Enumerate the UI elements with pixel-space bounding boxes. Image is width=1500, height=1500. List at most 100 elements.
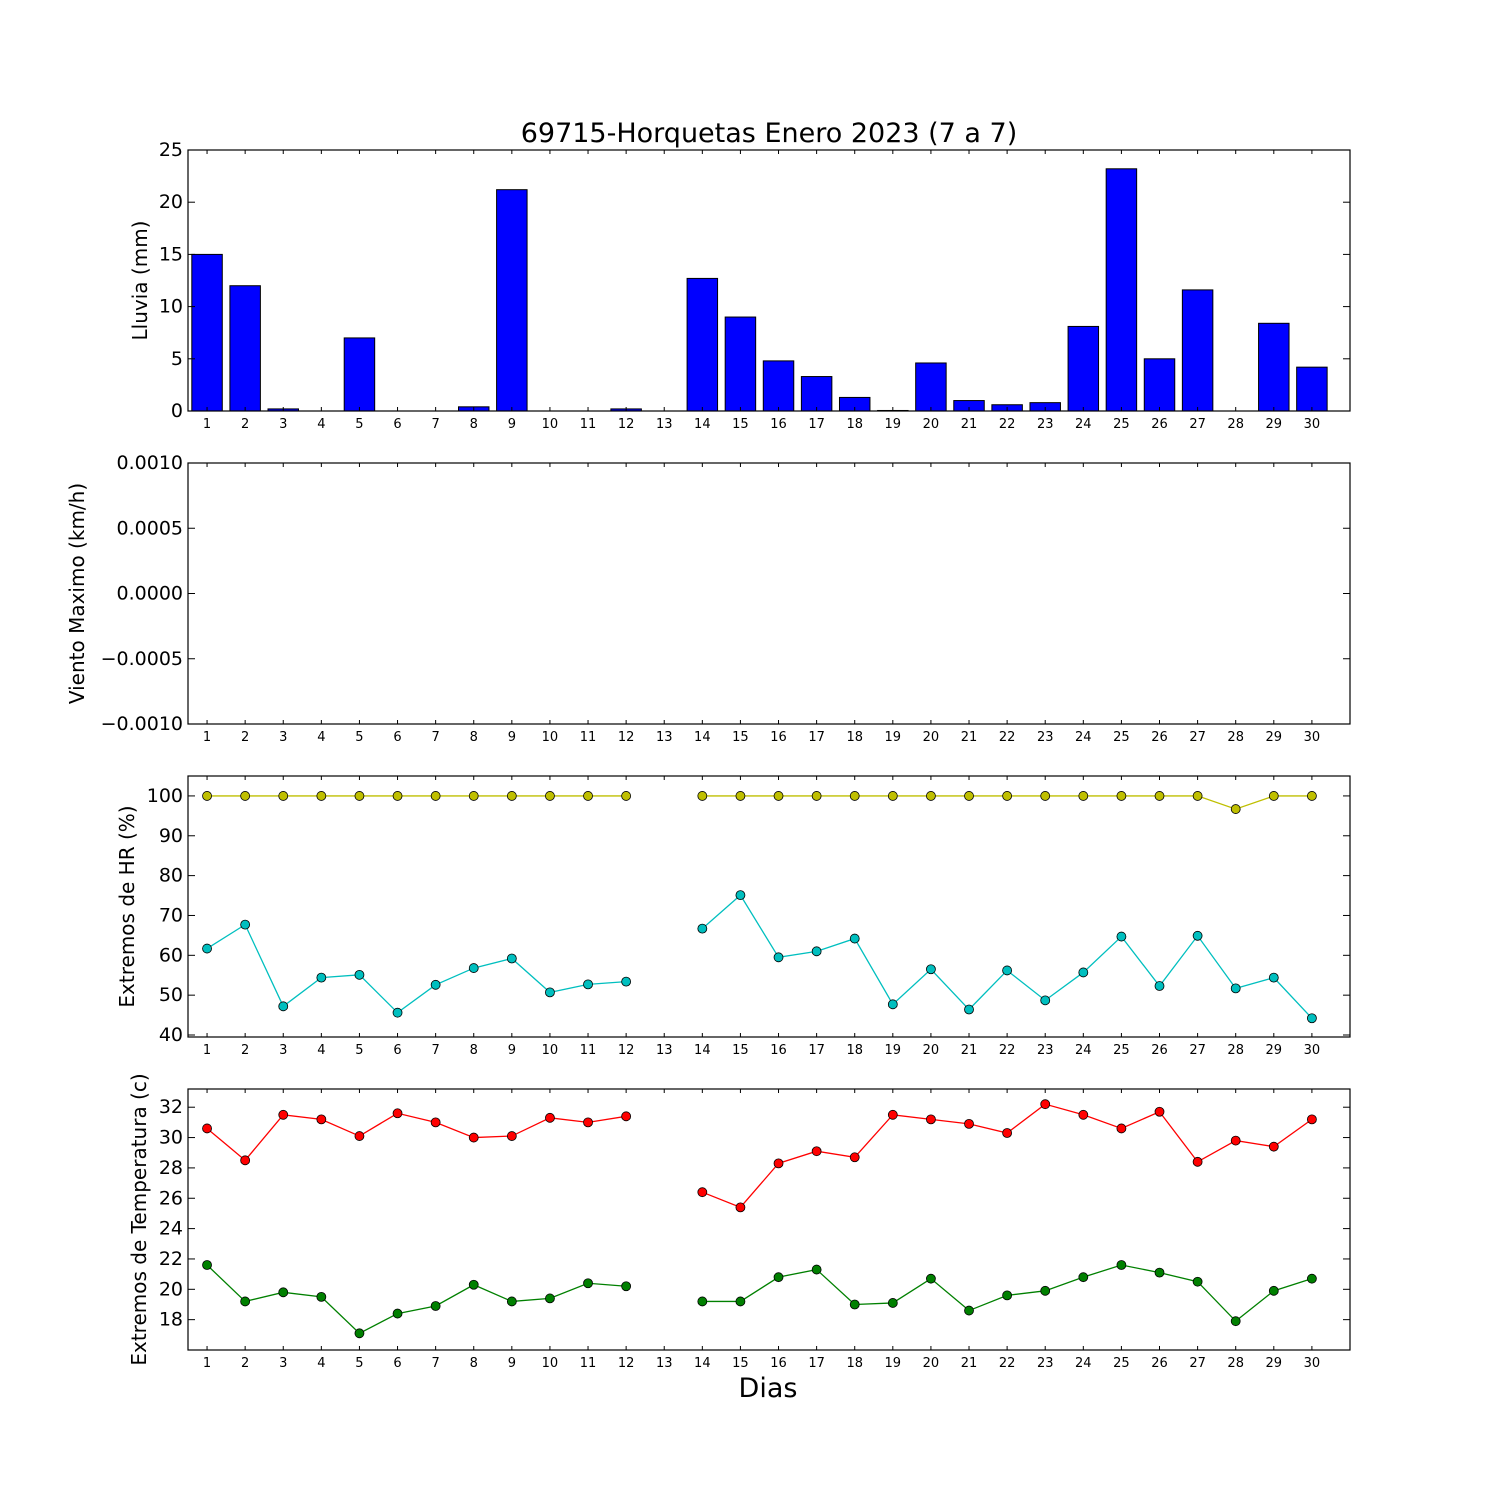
temperature-max-point <box>1040 1099 1051 1110</box>
humidity-min-point <box>240 919 251 930</box>
wind-x-tick-label: 19 <box>885 730 902 745</box>
wind-x-tick-label: 6 <box>393 730 401 745</box>
temperature-x-tick-label: 14 <box>694 1356 711 1371</box>
temperature-x-tick-label: 21 <box>961 1356 978 1371</box>
wind-y-tick-label: −0.0010 <box>101 713 183 735</box>
rain-bar <box>1181 289 1214 412</box>
temperature-min-point <box>735 1296 746 1307</box>
rain-y-tick-label: 15 <box>159 243 183 265</box>
temperature-max-point <box>468 1132 479 1143</box>
humidity-x-tick-label: 19 <box>885 1043 902 1058</box>
rain-x-tick-label: 4 <box>317 417 325 432</box>
humidity-min-point <box>811 946 822 957</box>
humidity-x-tick-label: 6 <box>393 1043 401 1058</box>
temperature-axes: 1 2 3 4 5 6 7 8 9 10 11 12 13 14 15 16 17 18 19 20 21 22 23 24 2… <box>159 1089 1350 1371</box>
wind-x-tick-label: 7 <box>431 730 439 745</box>
rain-y-tick-label: 0 <box>171 400 183 422</box>
humidity-max-point <box>392 791 403 801</box>
wind-x-tick-label: 21 <box>961 730 978 745</box>
rain-x-tick-label: 6 <box>393 417 401 432</box>
wind-x-tick-label: 17 <box>808 730 825 745</box>
wind-x-tick-label: 25 <box>1113 730 1130 745</box>
wind-y-tick-label: 0.0010 <box>117 452 183 474</box>
humidity-x-tick-label: 20 <box>923 1043 940 1058</box>
wind-x-tick-label: 11 <box>580 730 597 745</box>
humidity-max-point <box>1192 791 1203 801</box>
temperature-max-point <box>278 1109 289 1120</box>
rain-x-tick-label: 22 <box>999 417 1016 432</box>
temperature-min-point <box>811 1264 822 1275</box>
temperature-y-tick-label: 24 <box>159 1218 183 1240</box>
temperature-x-tick-label: 13 <box>656 1356 673 1371</box>
temperature-min-point <box>583 1278 593 1289</box>
x-axis-label: Dias <box>739 1373 798 1404</box>
wind-x-tick-label: 29 <box>1266 730 1283 745</box>
wind-x-tick-label: 16 <box>770 730 787 745</box>
humidity-x-tick-label: 28 <box>1227 1043 1244 1058</box>
temperature-max-point <box>773 1158 784 1169</box>
rain-x-tick-label: 11 <box>580 417 597 432</box>
temperature-x-tick-label: 5 <box>355 1356 363 1371</box>
wind-x-tick-label: 22 <box>999 730 1016 745</box>
temperature-max-point <box>887 1109 898 1120</box>
wind-y-tick-label: −0.0005 <box>101 648 183 670</box>
temperature-x-tick-label: 29 <box>1266 1356 1283 1371</box>
temperature-y-axis-label: Extremos de Temperatura (c) <box>127 1073 151 1365</box>
humidity-min-point <box>430 979 441 990</box>
rain-x-tick-label: 18 <box>846 417 863 432</box>
humidity-x-tick-label: 2 <box>241 1043 249 1058</box>
humidity-y-tick-label: 80 <box>159 865 183 887</box>
temperature-min-point <box>773 1272 784 1283</box>
humidity-max-point <box>1307 791 1317 801</box>
humidity-min-point <box>735 890 746 901</box>
wind-x-tick-label: 10 <box>542 730 559 745</box>
rain-x-tick-label: 15 <box>732 417 749 432</box>
temperature-max-point <box>1268 1141 1279 1152</box>
humidity-x-tick-label: 13 <box>656 1043 673 1058</box>
rain-bar <box>343 337 376 412</box>
humidity-axes: 1 2 3 4 5 6 7 8 9 10 11 12 13 14 15 16 17 18 19 20 21 22 23 24 2… <box>147 776 1350 1058</box>
temperature-min-point <box>545 1293 555 1304</box>
wind-x-tick-label: 30 <box>1304 730 1321 745</box>
rain-x-tick-label: 1 <box>203 417 211 432</box>
wind-x-tick-label: 15 <box>732 730 749 745</box>
temperature-y-tick-label: 26 <box>159 1187 183 1209</box>
humidity-lines <box>202 791 1317 1024</box>
humidity-y-tick-label: 40 <box>159 1024 183 1046</box>
humidity-x-tick-label: 27 <box>1189 1043 1206 1058</box>
temperature-max-point <box>1116 1123 1127 1134</box>
temperature-max-point <box>316 1114 327 1125</box>
humidity-x-tick-label: 11 <box>580 1043 597 1058</box>
humidity-min-point <box>506 953 517 964</box>
temperature-x-tick-label: 28 <box>1227 1356 1244 1371</box>
temperature-max-point <box>1307 1114 1317 1125</box>
temperature-max-point <box>430 1117 441 1128</box>
chart-title: 69715-Horquetas Enero 2023 (7 a 7) <box>521 118 1018 149</box>
temperature-max-point <box>1078 1109 1089 1120</box>
humidity-panel: 1 2 3 4 5 6 7 8 9 10 11 12 13 14 15 16 17 18 19 20 21 22 23 24 2… <box>115 775 1351 1058</box>
wind-x-tick-label: 23 <box>1037 730 1054 745</box>
temperature-min-point <box>964 1305 974 1316</box>
temperature-x-tick-label: 11 <box>580 1356 597 1371</box>
rain-bar <box>762 360 795 412</box>
temperature-min-point <box>621 1281 632 1292</box>
temperature-x-tick-label: 16 <box>770 1356 787 1371</box>
temperature-min-point <box>1002 1290 1013 1301</box>
humidity-y-tick-label: 60 <box>159 944 183 966</box>
temperature-x-tick-label: 12 <box>618 1356 635 1371</box>
humidity-x-tick-label: 12 <box>618 1043 635 1058</box>
humidity-x-tick-label: 24 <box>1075 1043 1092 1058</box>
temperature-min-point <box>849 1299 860 1310</box>
humidity-y-tick-label: 90 <box>159 825 183 847</box>
humidity-min-point <box>1230 983 1241 994</box>
wind-x-tick-label: 18 <box>846 730 863 745</box>
humidity-y-axis-label: Extremos de HR (%) <box>115 805 139 1007</box>
temperature-min-point <box>430 1301 441 1311</box>
temperature-max-point <box>964 1119 974 1129</box>
temperature-x-tick-label: 1 <box>203 1356 211 1371</box>
humidity-max-point <box>773 791 784 801</box>
temperature-max-point <box>545 1112 555 1123</box>
rain-x-tick-label: 24 <box>1075 417 1092 432</box>
temperature-y-tick-label: 22 <box>159 1248 183 1270</box>
humidity-min-point <box>849 933 860 944</box>
